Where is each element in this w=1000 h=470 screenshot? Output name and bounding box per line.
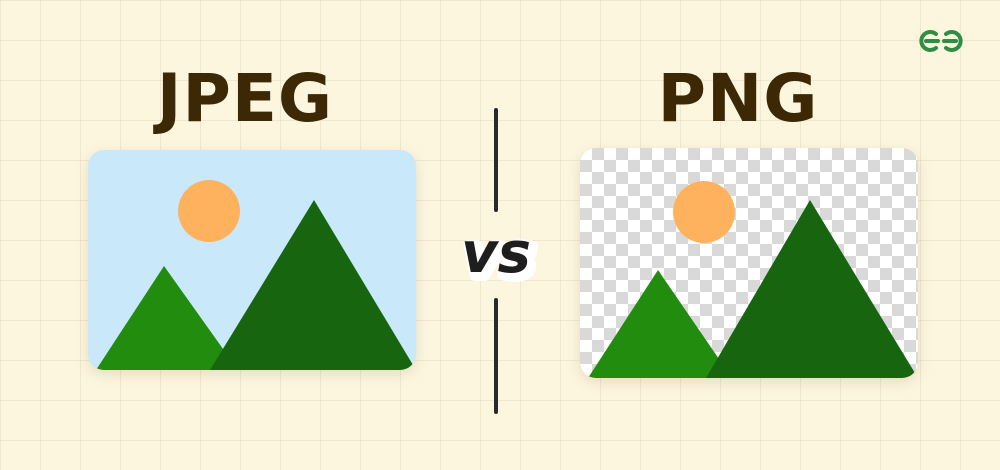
divider-line-bottom (494, 298, 498, 414)
jpeg-title: JPEG (156, 60, 334, 137)
svg-text:vs: vs (461, 222, 531, 286)
jpeg-image-card (88, 150, 416, 370)
transparent-landscape-image-icon (588, 181, 918, 378)
png-image-card (580, 148, 918, 378)
small-mountain-shape (588, 270, 732, 378)
png-title: PNG (657, 60, 819, 137)
large-mountain-shape (210, 200, 416, 370)
large-mountain-shape (706, 200, 918, 378)
sun-shape (178, 180, 240, 242)
divider-line-top (494, 108, 498, 212)
svg-text:vs: vs (465, 225, 535, 290)
geeksforgeeks-logo-icon (919, 30, 963, 52)
versus-label: vs vs (460, 222, 540, 294)
small-mountain-shape (96, 266, 238, 370)
landscape-image-icon (96, 180, 416, 370)
sun-shape (673, 181, 735, 243)
